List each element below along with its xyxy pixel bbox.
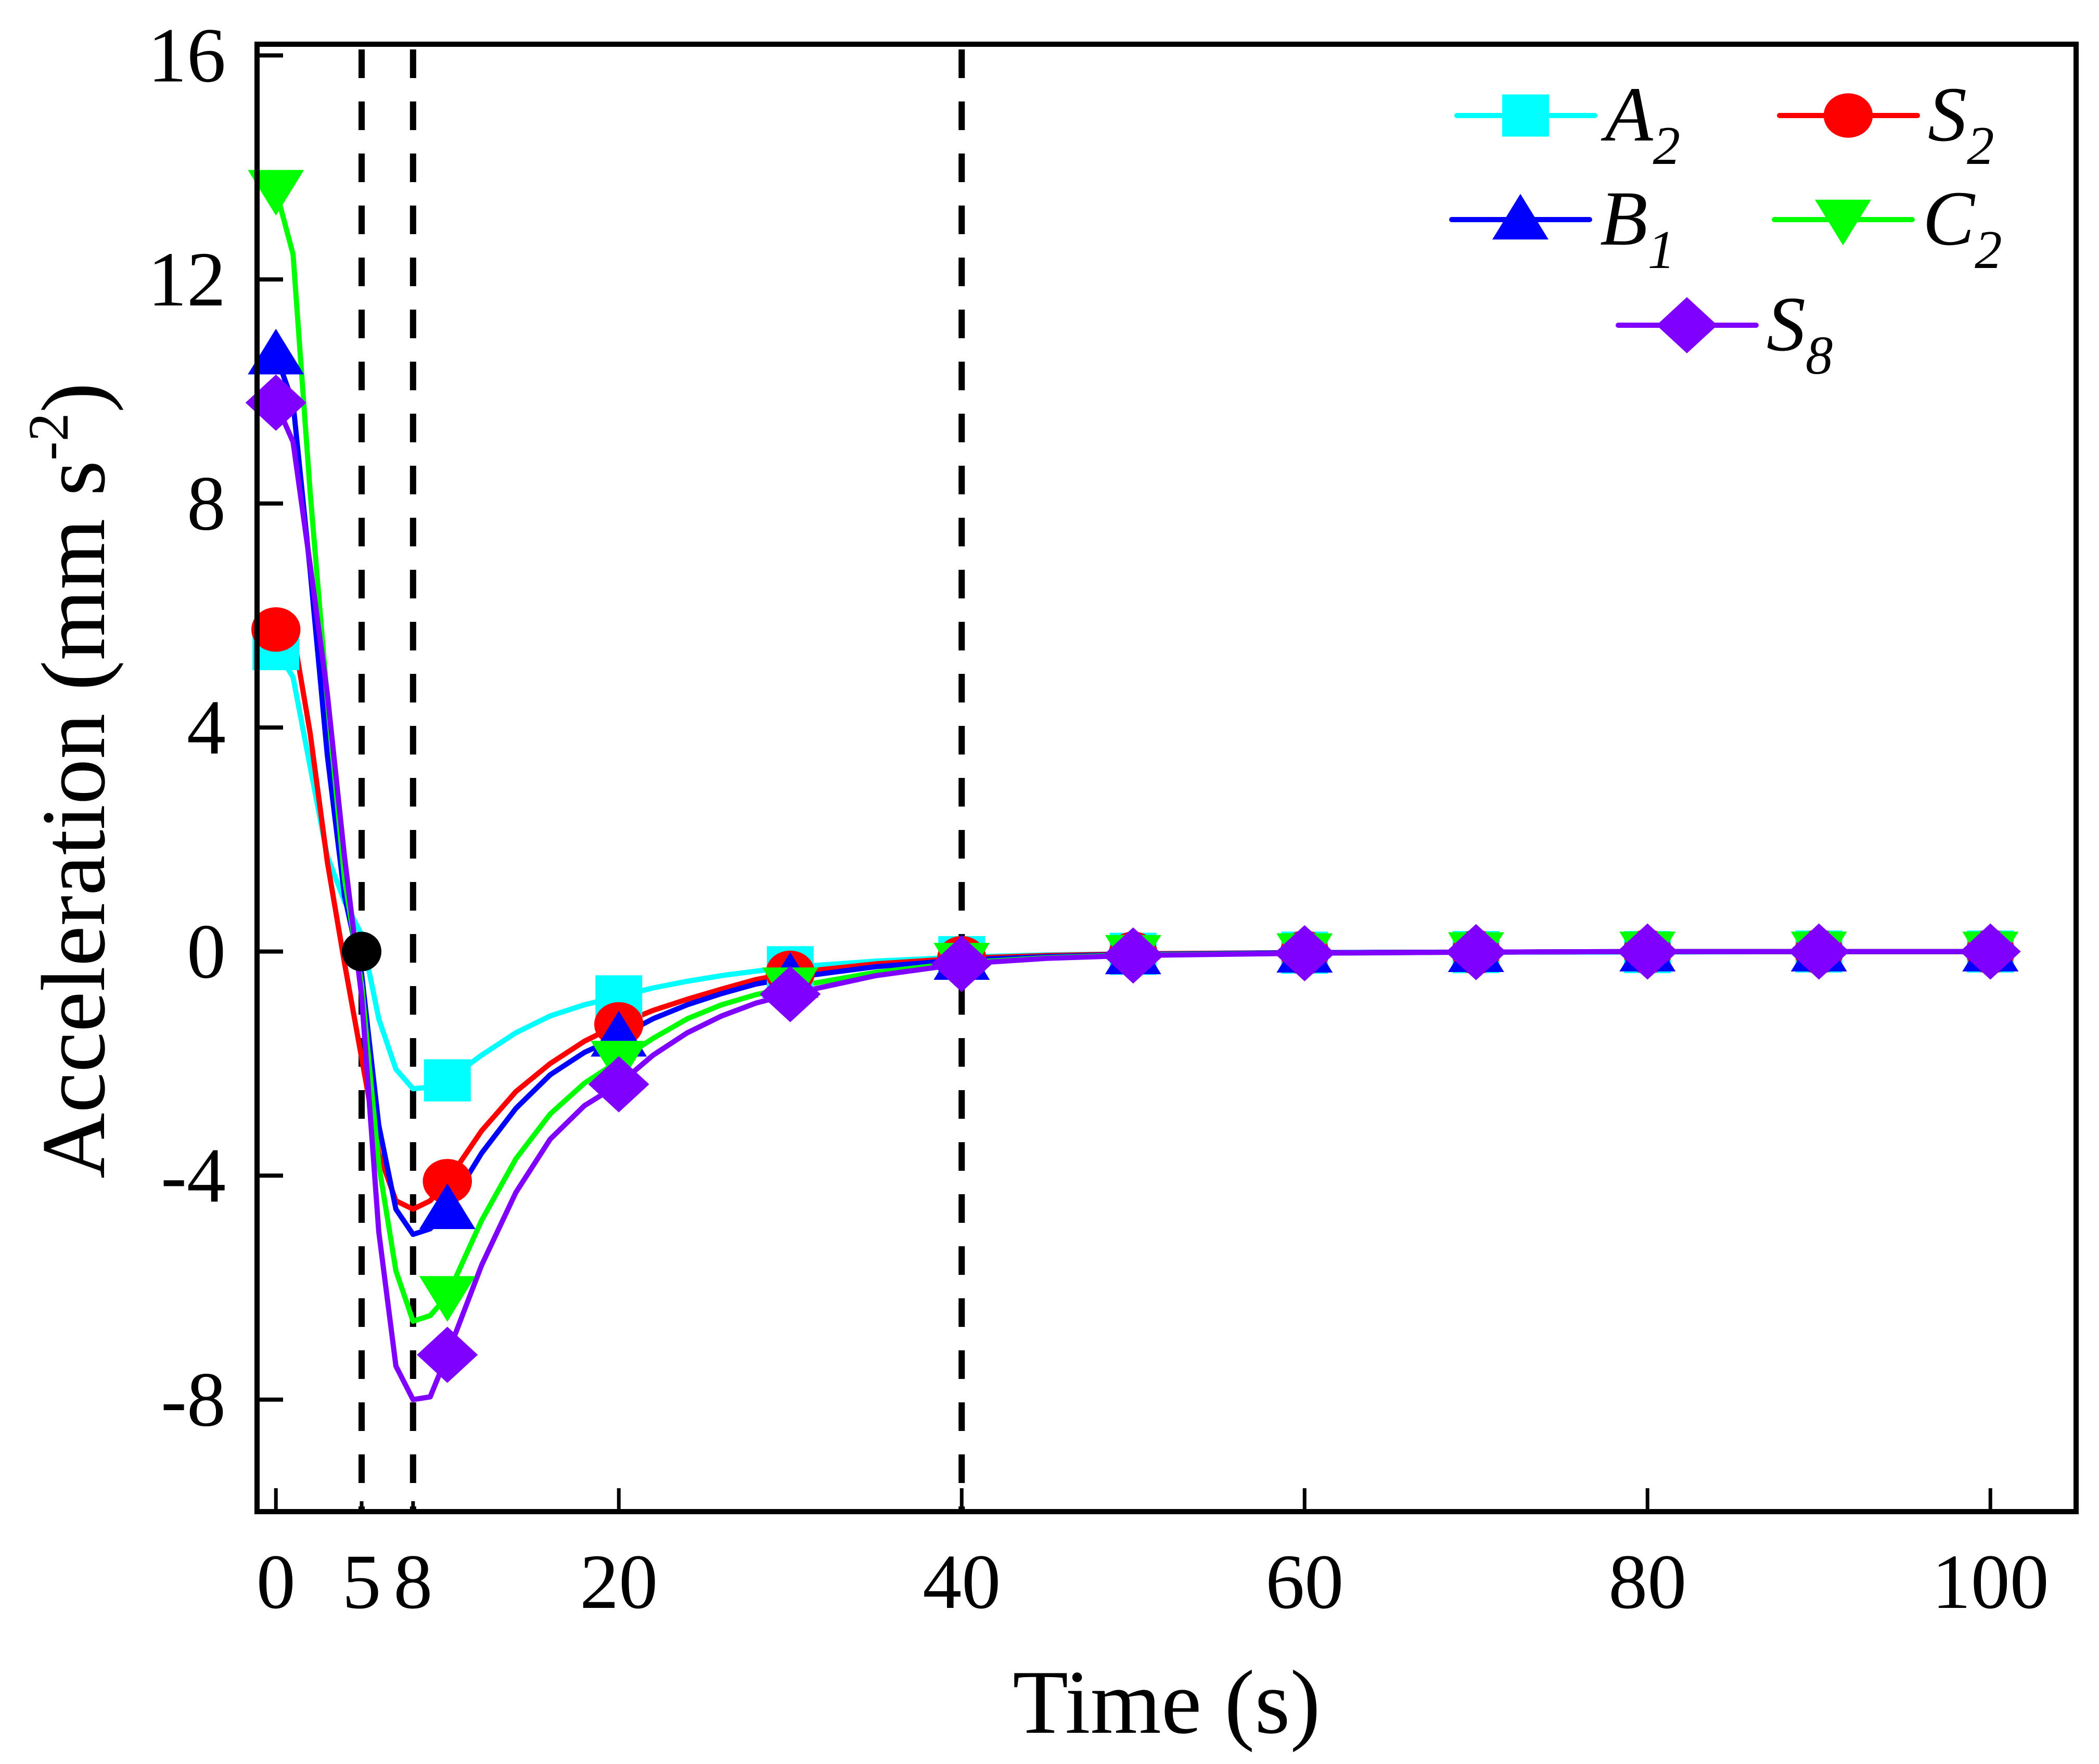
y-axis-tick-labels: -8 -4 0 4 8 12 16: [148, 12, 226, 1443]
legend-label-main: C: [1923, 175, 1976, 262]
legend-label-subscript: 1: [1648, 219, 1675, 280]
legend-label: A2: [1601, 71, 1680, 176]
series-marker-s2: [423, 1159, 472, 1204]
y-axis-title: Acceleration (mm s-2): [17, 382, 124, 1179]
y-axis-ticks: [257, 53, 283, 1402]
y-tick-label: 8: [187, 461, 226, 547]
series-marker-s8: [1617, 923, 1678, 980]
series-marker-a2: [424, 1059, 471, 1102]
series-marker-s8: [931, 936, 992, 992]
legend-label: S2: [1928, 71, 1994, 176]
series-marker-s8: [1788, 923, 1850, 980]
y-tick-label: 12: [148, 236, 226, 323]
zero-crossing-dot: [341, 931, 381, 972]
legend-marker-square-icon: [1502, 94, 1549, 137]
legend-label-main: B: [1600, 175, 1648, 262]
legend-label: C2: [1923, 175, 2002, 280]
series-marker-s8: [245, 374, 306, 431]
y-tick-label: -4: [161, 1132, 226, 1219]
legend-label-subscript: 8: [1806, 325, 1833, 386]
y-tick-label: -8: [161, 1357, 226, 1443]
legend-item-b1: B1: [1449, 175, 1675, 280]
legend-label-subscript: 2: [1967, 115, 1994, 176]
x-tick-label: 60: [1265, 1539, 1343, 1625]
legend-label: S8: [1767, 281, 1833, 386]
legend-label-main: A: [1601, 71, 1654, 158]
x-tick-label: 8: [393, 1539, 432, 1625]
legend-item-c2: C2: [1772, 175, 2002, 280]
y-axis-title-close: ): [23, 382, 124, 413]
series-marker-b1: [419, 1183, 476, 1230]
x-tick-label: 80: [1608, 1539, 1686, 1625]
series-marker-s8: [417, 1326, 478, 1383]
series-marker-s8: [1960, 923, 2021, 980]
series-marker-s8: [1103, 927, 1164, 984]
x-axis-tick-labels: 0 5 8 20 40 60 80 100: [257, 1539, 2049, 1625]
y-axis-title-superscript: -2: [17, 413, 80, 461]
reference-lines: [358, 49, 965, 1509]
series-marker-c2: [248, 170, 304, 216]
x-tick-label: 5: [342, 1539, 381, 1625]
y-tick-label: 16: [148, 12, 226, 99]
legend-label-subscript: 2: [1975, 219, 2002, 280]
legend-label-main: S: [1767, 281, 1806, 367]
zero-crossing-point: [341, 931, 381, 972]
legend-marker-circle-icon: [1823, 93, 1873, 138]
legend-marker-diamond-icon: [1656, 297, 1718, 353]
x-tick-label: 0: [257, 1539, 296, 1625]
series-marker-s8: [1445, 924, 1507, 980]
legend-marker-triangle-up-icon: [1492, 194, 1548, 240]
x-tick-label: 100: [1932, 1539, 2049, 1625]
series-marker-b1: [248, 328, 304, 375]
series-markers: [245, 170, 2021, 1383]
legend-marker-triangle-down-icon: [1815, 199, 1871, 246]
y-tick-label: 0: [187, 909, 226, 995]
legend-label: B1: [1600, 175, 1675, 280]
legend-item-s2: S2: [1777, 71, 1994, 176]
legend-label-subscript: 2: [1653, 115, 1681, 176]
series-marker-s8: [760, 966, 821, 1022]
y-axis-title-main: Acceleration (mm s: [23, 461, 124, 1179]
legend-item-a2: A2: [1454, 71, 1680, 176]
x-tick-label: 20: [580, 1539, 658, 1625]
series-marker-s2: [251, 607, 301, 652]
x-tick-label: 40: [923, 1539, 1001, 1625]
plot-frame: [254, 42, 2079, 1514]
legend-item-s8: S8: [1616, 281, 1833, 386]
y-tick-label: 4: [187, 684, 226, 771]
series-marker-s8: [1274, 925, 1335, 981]
series-marker-s8: [588, 1056, 649, 1113]
legend-label-main: S: [1928, 71, 1967, 158]
x-axis-title: Time (s): [1013, 1652, 1321, 1753]
series-marker-c2: [419, 1276, 476, 1322]
